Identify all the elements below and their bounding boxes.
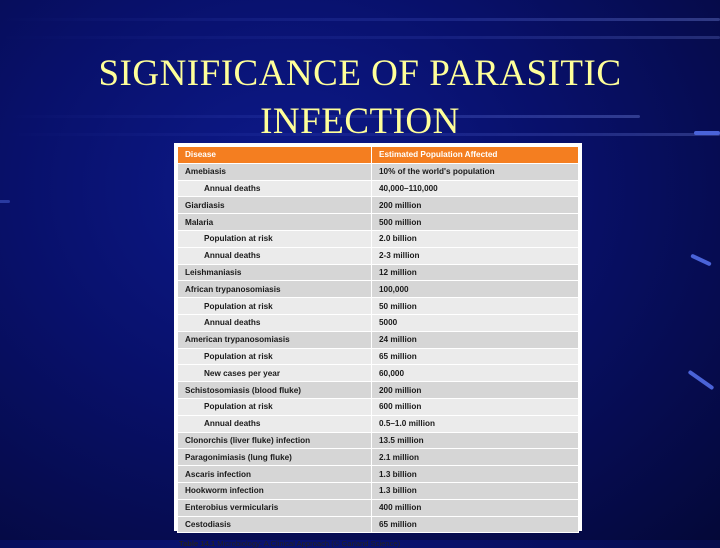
table-row: Malaria 500 million (177, 213, 579, 231)
population-cell: 1.3 billion (371, 481, 579, 500)
table-row: Enterobius vermicularis 400 million (177, 498, 579, 517)
decorative-dash (690, 253, 712, 267)
table-caption: Table 14.1 Microbiology: A Clinical Appr… (177, 533, 579, 548)
population-cell: 2.1 million (371, 448, 579, 467)
disease-cell: American trypanosomiasis (177, 330, 372, 349)
decorative-streak (0, 133, 720, 136)
population-cell: 100,000 (371, 280, 579, 299)
decorative-streak (0, 36, 720, 39)
population-cell: 60,000 (371, 364, 579, 383)
disease-cell: Amebiasis (177, 162, 372, 181)
disease-cell: Paragonimiasis (lung fluke) (177, 448, 372, 467)
table-row: Leishmaniasis 12 million (177, 263, 579, 282)
table-row: Giardiasis 200 million (177, 196, 579, 215)
slide-title-line1: SIGNIFICANCE OF PARASITIC (98, 53, 622, 94)
decorative-dash (687, 369, 715, 391)
disease-cell: Hookworm infection (177, 481, 372, 500)
table-row: Hookworm infection 1.3 billion (177, 481, 579, 500)
column-header-disease: Disease (177, 146, 372, 164)
table-row: African trypanosomiasis 100,000 (177, 280, 579, 299)
disease-cell: African trypanosomiasis (177, 280, 372, 299)
table-row: Amebiasis 10% of the world's population (177, 162, 579, 181)
column-header-population: Estimated Population Affected (371, 146, 579, 164)
table-row: Cestodiasis 65 million (177, 515, 579, 534)
disease-cell: New cases per year (177, 364, 372, 383)
population-cell: 600 million (371, 397, 579, 416)
population-cell: 2.0 billion (371, 229, 579, 248)
table-row: New cases per year 60,000 (177, 364, 579, 383)
parasitic-infection-table: Disease Estimated Population Affected Am… (177, 146, 579, 534)
population-cell: 40,000–110,000 (371, 179, 579, 198)
table-row: Annual deaths 40,000–110,000 (177, 179, 579, 198)
population-cell: 24 million (371, 330, 579, 349)
population-cell: 200 million (371, 196, 579, 215)
table-row: Clonorchis (liver fluke) infection 13.5 m… (177, 431, 579, 450)
table-header-row: Disease Estimated Population Affected (177, 146, 579, 164)
population-cell: 50 million (371, 297, 579, 315)
table-row: Population at risk 2.0 billion (177, 229, 579, 248)
population-cell: 1.3 billion (371, 465, 579, 483)
disease-cell: Population at risk (177, 397, 372, 416)
population-cell: 65 million (371, 515, 579, 534)
disease-cell: Giardiasis (177, 196, 372, 215)
table-row: Annual deaths 0.5–1.0 million (177, 414, 579, 433)
table-row: Population at risk 50 million (177, 297, 579, 315)
disease-cell: Annual deaths (177, 414, 372, 433)
population-cell: 13.5 million (371, 431, 579, 450)
disease-cell: Malaria (177, 213, 372, 231)
disease-cell: Population at risk (177, 229, 372, 248)
data-table-image: Disease Estimated Population Affected Am… (174, 143, 582, 548)
table-row: Ascaris infection 1.3 billion (177, 465, 579, 483)
population-cell: 12 million (371, 263, 579, 282)
decorative-dash (0, 200, 10, 203)
table-body: Amebiasis 10% of the world's population An… (177, 162, 579, 534)
decorative-dash (694, 131, 720, 135)
table-row: Paragonimiasis (lung fluke) 2.1 million (177, 448, 579, 467)
population-cell: 0.5–1.0 million (371, 414, 579, 433)
disease-cell: Enterobius vermicularis (177, 498, 372, 517)
disease-cell: Annual deaths (177, 246, 372, 265)
disease-cell: Cestodiasis (177, 515, 372, 534)
disease-cell: Annual deaths (177, 179, 372, 198)
population-cell: 2-3 million (371, 246, 579, 265)
slide-title: SIGNIFICANCE OF PARASITIC INFECTION (0, 50, 720, 146)
disease-cell: Leishmaniasis (177, 263, 372, 282)
population-cell: 65 million (371, 347, 579, 366)
disease-cell: Population at risk (177, 297, 372, 315)
caption-label: Table 14.1 (179, 539, 216, 548)
table-row: Population at risk 600 million (177, 397, 579, 416)
caption-text: Microbiology: A Clinical Approach (© Gar… (215, 539, 401, 548)
population-cell: 200 million (371, 381, 579, 399)
table-row: American trypanosomiasis 24 million (177, 330, 579, 349)
disease-cell: Schistosomiasis (blood fluke) (177, 381, 372, 399)
table-row: Annual deaths 5000 (177, 313, 579, 332)
population-cell: 400 million (371, 498, 579, 517)
table-row: Population at risk 65 million (177, 347, 579, 366)
decorative-streak (0, 115, 640, 118)
decorative-streak (0, 18, 720, 21)
disease-cell: Clonorchis (liver fluke) infection (177, 431, 372, 450)
population-cell: 5000 (371, 313, 579, 332)
disease-cell: Ascaris infection (177, 465, 372, 483)
table-row: Schistosomiasis (blood fluke) 200 million (177, 381, 579, 399)
disease-cell: Population at risk (177, 347, 372, 366)
population-cell: 10% of the world's population (371, 162, 579, 181)
population-cell: 500 million (371, 213, 579, 231)
disease-cell: Annual deaths (177, 313, 372, 332)
table-row: Annual deaths 2-3 million (177, 246, 579, 265)
slide-title-line2: INFECTION (260, 101, 460, 142)
